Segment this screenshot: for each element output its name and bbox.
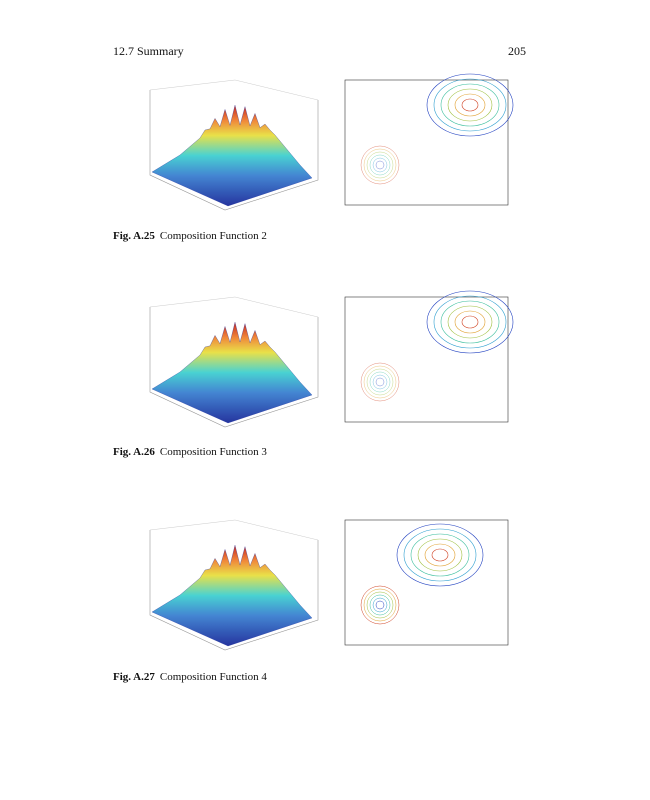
axes-box	[149, 79, 319, 101]
contour-plot	[344, 290, 514, 423]
contour-line	[363, 588, 397, 622]
contour-line	[424, 543, 456, 567]
contour-line	[447, 305, 493, 339]
contour-line	[461, 98, 479, 112]
contour-line	[360, 362, 400, 402]
surface-plot	[149, 79, 319, 211]
contour-line	[369, 371, 391, 393]
figure: Fig. A.25 Composition Function 2	[113, 73, 514, 242]
figure-label: Fig. A.25	[113, 230, 155, 242]
figure: Fig. A.27 Composition Function 4	[113, 519, 509, 683]
contour-line	[372, 157, 388, 173]
figure-caption: Fig. A.26 Composition Function 3	[113, 446, 267, 458]
contour-line	[403, 528, 477, 582]
contour-line	[360, 145, 400, 185]
plot-frame	[344, 296, 509, 423]
figure: Fig. A.26 Composition Function 3	[113, 290, 514, 458]
axes-box	[149, 307, 319, 428]
contour-line	[454, 93, 486, 117]
contour-line	[431, 548, 449, 562]
contour-line	[417, 538, 463, 572]
contour-line	[366, 151, 394, 179]
contour-line	[440, 83, 500, 127]
contour-line	[426, 73, 514, 137]
contour-line	[375, 600, 385, 610]
contour-line	[461, 315, 479, 329]
page-number: 205	[508, 44, 526, 58]
contour-plot	[344, 519, 509, 646]
contour-line	[372, 597, 388, 613]
running-head: 12.7 Summary	[113, 44, 184, 58]
surface-plot	[149, 296, 319, 428]
figure-caption: Fig. A.25 Composition Function 2	[113, 230, 267, 242]
contour-line	[366, 368, 394, 396]
contour-line	[454, 310, 486, 334]
contour-line	[375, 160, 385, 170]
contour-line	[410, 533, 470, 577]
plot-frame	[344, 79, 509, 206]
axes-box	[149, 90, 319, 211]
contour-line	[447, 88, 493, 122]
axes-box	[149, 296, 319, 318]
surface-plot	[149, 519, 319, 651]
figure-caption: Fig. A.27 Composition Function 4	[113, 671, 267, 683]
caption-text: Composition Function 2	[160, 230, 267, 242]
contour-line	[433, 78, 507, 132]
contour-line	[369, 154, 391, 176]
contour-line	[360, 585, 400, 625]
contour-line	[369, 594, 391, 616]
surface	[151, 545, 313, 647]
contour-line	[363, 365, 397, 399]
caption-text: Composition Function 3	[160, 446, 267, 458]
contour-line	[440, 300, 500, 344]
plot-frame	[344, 519, 509, 646]
surface	[151, 105, 313, 207]
caption-text: Composition Function 4	[160, 671, 267, 683]
contour-line	[433, 295, 507, 349]
axes-box	[149, 530, 319, 651]
contour-plot	[344, 73, 514, 206]
figure-label: Fig. A.27	[113, 671, 155, 683]
axes-box	[149, 519, 319, 541]
contour-line	[375, 377, 385, 387]
surface	[151, 322, 313, 424]
contour-line	[426, 290, 514, 354]
contour-line	[372, 374, 388, 390]
contour-line	[396, 523, 484, 587]
contour-line	[363, 148, 397, 182]
contour-line	[366, 591, 394, 619]
figure-label: Fig. A.26	[113, 446, 155, 458]
